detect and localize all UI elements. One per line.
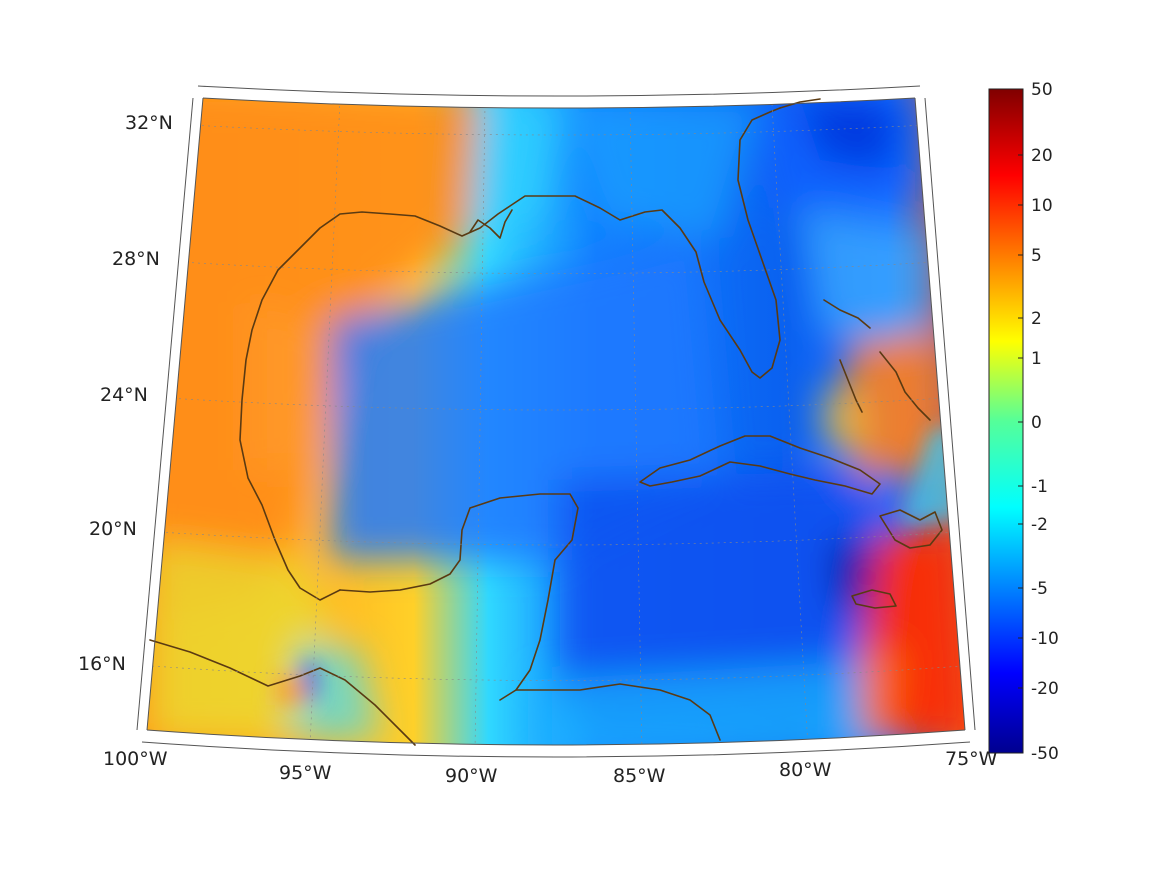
colorbar-gradient [988,88,1024,754]
lat-tick-32n: 32°N [125,112,173,134]
lat-tick-labels: 32°N 28°N 24°N 20°N 16°N [78,112,173,675]
colorbar-tick-label: -2 [1031,515,1048,535]
colorbar-tick-label: 50 [1031,80,1053,100]
colorbar-tick-label: 5 [1031,246,1042,266]
lat-tick-16n: 16°N [78,653,126,675]
lon-tick-90w: 90°W [445,765,498,787]
data-field [147,98,965,745]
colorbar-tick-label: 0 [1031,413,1042,433]
colorbar-tick-label: 10 [1031,196,1053,216]
lon-tick-labels: 100°W 95°W 90°W 85°W 80°W 75°W [103,748,998,787]
colorbar-tick-label: -1 [1031,477,1048,497]
lon-tick-80w: 80°W [779,759,832,781]
lat-tick-24n: 24°N [100,384,148,406]
colorbar-tick-label: 2 [1031,309,1042,329]
colorbar-tick-label: -50 [1031,744,1059,764]
map-frame [136,85,976,758]
colorbar-tick-label: -20 [1031,679,1059,699]
lat-tick-20n: 20°N [89,518,137,540]
colorbar-tick-label: 20 [1031,146,1053,166]
lon-tick-95w: 95°W [279,762,332,784]
colorbar-tick-label: -10 [1031,629,1059,649]
lon-tick-85w: 85°W [613,765,666,787]
colorbar-tick-label: 1 [1031,349,1042,369]
lon-tick-75w: 75°W [945,748,998,770]
graticule [151,99,963,745]
lon-tick-100w: 100°W [103,748,168,770]
coastlines [149,98,943,746]
colorbar-tick-label: -5 [1031,579,1048,599]
lat-tick-28n: 28°N [112,248,160,270]
